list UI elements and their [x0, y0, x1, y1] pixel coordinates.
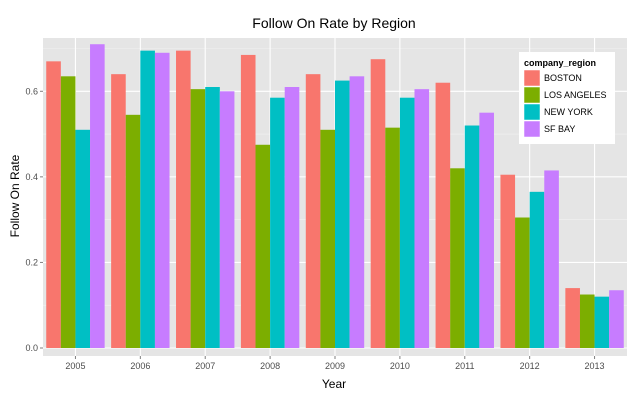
legend-items: BOSTON LOS ANGELES NEW YORK SF BAY [523, 69, 607, 138]
y-tick-label: 0.2 [25, 257, 38, 267]
bar-sf-bay-2010 [414, 89, 430, 349]
x-tick-label: 2007 [195, 361, 215, 371]
bar-los-angeles-2013 [579, 294, 595, 348]
bar-new-york-2011 [464, 125, 480, 348]
axes: 0.0 0.2 0.4 0.6 2005 2006 2007 2008 2009 2010 2011… [25, 86, 604, 371]
bar-new-york-2010 [399, 97, 415, 348]
bar-los-angeles-2008 [255, 144, 271, 348]
y-tick-label: 0.0 [25, 343, 38, 353]
bar-sf-bay-2005 [90, 44, 105, 348]
bar-los-angeles-2010 [385, 127, 400, 349]
bar-sf-bay-2011 [479, 112, 494, 348]
bar-los-angeles-2009 [320, 129, 335, 348]
bar-boston-2010 [370, 59, 386, 348]
bar-new-york-2012 [529, 191, 545, 348]
y-axis-title: Follow On Rate [8, 154, 22, 237]
bar-boston-2006 [111, 74, 126, 349]
y-tick-label: 0.6 [25, 86, 38, 96]
bar-boston-2008 [240, 54, 256, 349]
bar-sf-bay-2008 [284, 87, 300, 348]
legend-label: LOS ANGELES [544, 90, 607, 100]
bar-sf-bay-2012 [544, 170, 559, 348]
legend-swatch [523, 86, 541, 104]
bar-boston-2007 [176, 50, 191, 349]
bar-boston-2005 [46, 61, 61, 348]
x-axis-title: Year [322, 377, 346, 391]
legend-label: SF BAY [544, 124, 575, 134]
x-tick-label: 2010 [390, 361, 410, 371]
bar-los-angeles-2011 [450, 168, 465, 348]
x-tick-label: 2009 [325, 361, 345, 371]
bar-sf-bay-2013 [609, 290, 624, 348]
bar-new-york-2007 [205, 87, 220, 348]
legend-swatch [523, 120, 541, 138]
bar-los-angeles-2007 [190, 89, 206, 349]
x-tick-label: 2008 [260, 361, 280, 371]
bar-boston-2012 [500, 174, 516, 348]
bar-sf-bay-2009 [349, 76, 365, 348]
chart-title: Follow On Rate by Region [252, 15, 415, 31]
bar-boston-2011 [435, 82, 451, 348]
bar-boston-2013 [565, 288, 580, 348]
bar-new-york-2005 [75, 129, 91, 348]
legend-swatch [523, 103, 541, 121]
legend-swatch [523, 69, 541, 87]
x-tick-label: 2005 [65, 361, 85, 371]
legend-label: BOSTON [544, 73, 582, 83]
legend: company_region BOSTON LOS ANGELES NEW YORK… [519, 52, 615, 144]
legend-title: company_region [524, 58, 596, 68]
bar-sf-bay-2007 [219, 91, 235, 349]
bar-new-york-2009 [335, 80, 350, 348]
bar-new-york-2013 [594, 296, 610, 348]
bar-new-york-2008 [270, 97, 285, 348]
x-tick-label: 2006 [130, 361, 150, 371]
x-tick-label: 2013 [585, 361, 605, 371]
legend-label: NEW YORK [544, 107, 593, 117]
bars [46, 44, 624, 349]
bar-sf-bay-2006 [154, 52, 170, 349]
bar-boston-2009 [305, 74, 321, 349]
bar-los-angeles-2005 [60, 76, 76, 348]
bar-los-angeles-2006 [125, 114, 141, 348]
bar-los-angeles-2012 [515, 217, 530, 348]
y-tick-label: 0.4 [25, 172, 38, 182]
x-tick-label: 2011 [455, 361, 474, 371]
bar-new-york-2006 [140, 50, 155, 349]
x-tick-label: 2012 [520, 361, 540, 371]
